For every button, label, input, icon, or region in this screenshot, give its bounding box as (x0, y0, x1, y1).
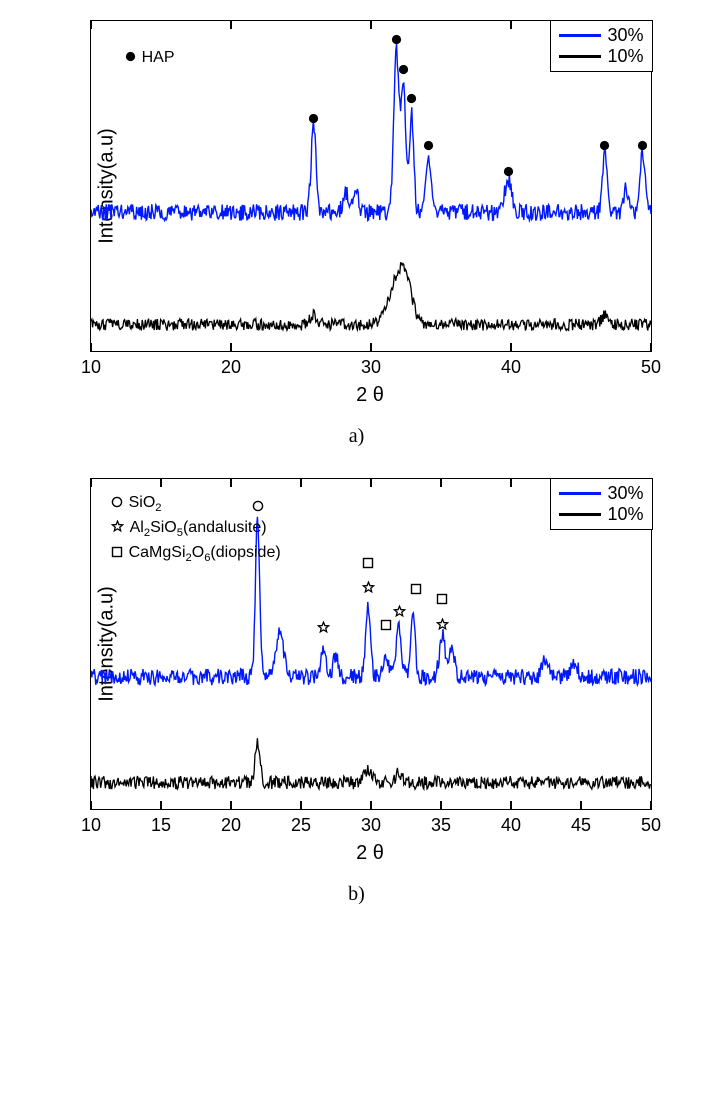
peak-marker-filled-circle (398, 62, 409, 80)
x-tick-label: 10 (81, 357, 101, 378)
phase-legend: HAP (125, 47, 175, 69)
peak-marker-filled-circle (406, 91, 417, 109)
peak-marker-filled-circle (423, 138, 434, 156)
phase-legend: SiO2Al2SiO5(andalusite)CaMgSi2O6(diopsid… (111, 492, 281, 567)
chart-panel-a: Intensity(a.u)102030405030%10%HAP2 θa) (20, 20, 693, 448)
peak-marker-filled-circle (391, 32, 402, 50)
legend-label: 30% (607, 483, 643, 504)
x-tick-label: 40 (501, 357, 521, 378)
x-tick-label: 30 (361, 815, 381, 836)
series-legend: 30%10% (550, 478, 652, 530)
x-tick-label: 30 (361, 357, 381, 378)
series-10% (91, 263, 651, 331)
open-square-icon (111, 543, 123, 565)
x-axis-label: 2 θ (90, 384, 650, 407)
filled-circle-icon (125, 47, 136, 69)
x-tick-label: 15 (151, 815, 171, 836)
x-tick-label: 40 (501, 815, 521, 836)
peak-marker-open-square (436, 592, 448, 610)
x-tick-label: 50 (641, 357, 661, 378)
peak-marker-open-star (362, 581, 375, 599)
open-circle-icon (111, 493, 123, 515)
peak-marker-filled-circle (503, 164, 514, 182)
x-tick-label: 20 (221, 357, 241, 378)
chart-panel-b: Intensity(a.u)10152025303540455030%10%Si… (20, 478, 693, 906)
legend-label: 30% (607, 25, 643, 46)
peak-marker-filled-circle (599, 138, 610, 156)
series-10% (91, 738, 651, 789)
x-axis-label: 2 θ (90, 842, 650, 865)
peak-marker-open-square (362, 556, 374, 574)
plot-area: Intensity(a.u)102030405030%10%HAP (90, 20, 652, 352)
plot-area: Intensity(a.u)10152025303540455030%10%Si… (90, 478, 652, 810)
peak-marker-open-star (317, 621, 330, 639)
x-tick-label: 50 (641, 815, 661, 836)
legend-label: 10% (607, 46, 643, 67)
peak-marker-open-square (380, 618, 392, 636)
phase-legend-label: Al2SiO5(andalusite) (130, 517, 267, 542)
phase-legend-label: CaMgSi2O6(diopside) (129, 542, 281, 567)
peak-marker-open-star (436, 618, 449, 636)
x-tick-label: 35 (431, 815, 451, 836)
phase-legend-label: SiO2 (129, 492, 162, 517)
legend-label: 10% (607, 504, 643, 525)
peak-marker-open-square (410, 582, 422, 600)
peak-marker-open-star (393, 605, 406, 623)
series-legend: 30%10% (550, 20, 652, 72)
x-tick-label: 25 (291, 815, 311, 836)
peak-marker-filled-circle (308, 111, 319, 129)
open-star-icon (111, 518, 124, 540)
x-tick-label: 10 (81, 815, 101, 836)
peak-marker-filled-circle (637, 138, 648, 156)
x-tick-label: 20 (221, 815, 241, 836)
x-tick-label: 45 (571, 815, 591, 836)
panel-caption: a) (20, 425, 693, 448)
phase-legend-label: HAP (142, 47, 175, 69)
panel-caption: b) (20, 883, 693, 906)
